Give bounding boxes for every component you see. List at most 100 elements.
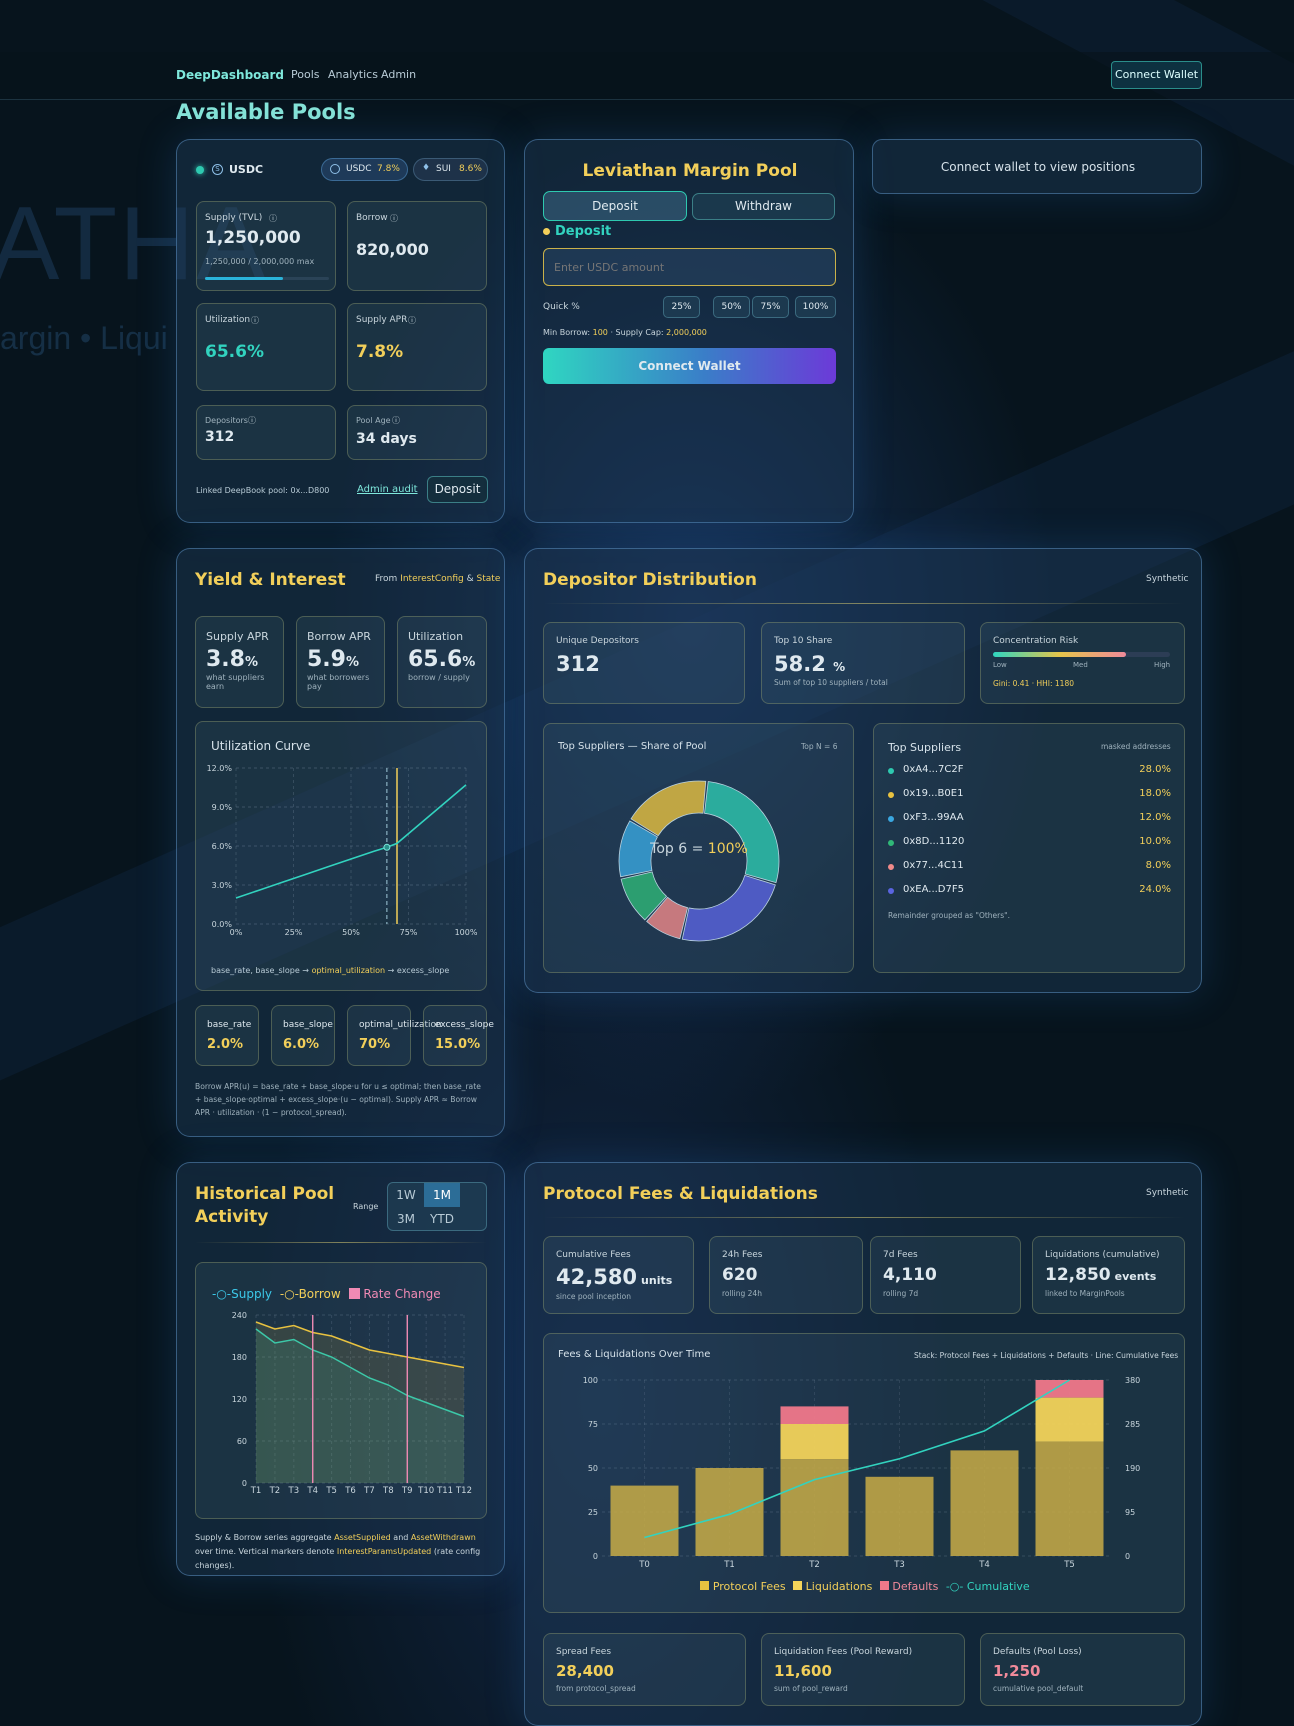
range-1w[interactable]: 1W <box>396 1188 416 1202</box>
param-label: optimal_utilization <box>359 1020 442 1030</box>
info-icon[interactable]: ⓘ <box>269 214 277 223</box>
top-bar <box>0 52 1294 100</box>
y2-tick-label: 285 <box>1125 1420 1140 1429</box>
nav-pools[interactable]: Pools <box>291 68 320 81</box>
y-tick-label: 25 <box>588 1508 598 1517</box>
info-icon[interactable]: ⓘ <box>248 416 256 425</box>
hero-text: ATHA <box>0 186 268 302</box>
donut-slice <box>630 780 707 837</box>
depositor-title: Depositor Distribution <box>543 570 757 590</box>
fees-card: Protocol Fees & Liquidations Synthetic C… <box>524 1162 1202 1726</box>
fee-summary-tile: Spread Fees 28,400 from protocol_spread <box>543 1633 746 1706</box>
brand-logo[interactable]: DeepDashboard <box>176 68 285 82</box>
supplier-row[interactable]: 0x19...B0E1 18.0% <box>888 788 1171 804</box>
positions-message: Connect wallet to view positions <box>940 160 1136 174</box>
param-value: 15.0% <box>435 1037 481 1052</box>
cumulative-fees-line <box>644 1379 1070 1539</box>
pool-asset: USDC <box>229 163 264 176</box>
series-area-supply <box>256 1329 464 1483</box>
y-tick-label: 3.0% <box>212 881 233 890</box>
utilization-curve-panel: Utilization Curve 0.0% 3.0% 6.0% 9.0% 12.0% 0… <box>195 721 487 991</box>
tile-label: Unique Depositors <box>556 636 639 646</box>
legend-defaults: Defaults <box>879 1580 938 1593</box>
x-tick-label: 100% <box>455 928 478 937</box>
donut-slice <box>620 871 668 921</box>
quick-25-button[interactable]: 25% <box>663 296 700 318</box>
y-tick-label: 12.0% <box>207 764 233 773</box>
supplier-address: 0xA4...7C2F <box>903 764 964 775</box>
supplier-row[interactable]: 0xF3...99AA 12.0% <box>888 812 1171 828</box>
donut-center-label: Top 6 = 100% <box>650 841 748 857</box>
x-tick-label: T1 <box>723 1560 735 1568</box>
yield-source: From InterestConfig & State <box>375 574 501 584</box>
stat-label: Borrow APR <box>307 630 371 643</box>
chip-usdc[interactable]: USDC 7.8% <box>321 158 408 181</box>
x-tick-label: 25% <box>285 928 303 937</box>
param-label: base_slope <box>283 1020 333 1030</box>
tile-sub: Sum of top 10 suppliers / total <box>774 678 888 687</box>
tab-deposit[interactable]: Deposit <box>543 191 687 221</box>
range-ytd[interactable]: YTD <box>430 1212 454 1226</box>
info-icon[interactable]: ⓘ <box>408 316 416 325</box>
connect-wallet-button[interactable]: Connect Wallet <box>543 348 836 384</box>
y2-tick-label: 0 <box>1125 1552 1130 1561</box>
page-title: Available Pools <box>176 100 356 124</box>
quick-100-button[interactable]: 100% <box>795 296 836 318</box>
supplier-row[interactable]: 0xA4...7C2F 28.0% <box>888 764 1171 780</box>
info-icon[interactable]: ⓘ <box>251 316 259 325</box>
yield-title: Yield & Interest <box>195 570 346 590</box>
curve-note: base_rate, base_slope → optimal_utilizat… <box>211 966 450 975</box>
kpi-value: 620 <box>722 1265 758 1285</box>
nav-analytics[interactable]: Analytics <box>328 68 378 81</box>
bar-protocol-fees <box>865 1476 934 1556</box>
stat-value: 5.9% <box>307 647 360 672</box>
chip-sui[interactable]: ♦ SUI 8.6% <box>413 158 488 181</box>
admin-audit-link[interactable]: Admin audit <box>357 484 418 495</box>
legend-dot <box>888 792 894 798</box>
synthetic-tag: Synthetic <box>1146 1188 1189 1198</box>
nav-admin[interactable]: Admin <box>381 68 417 81</box>
y-tick-label: 50 <box>588 1464 598 1473</box>
supply-tile: Supply (TVL) ⓘ 1,250,000 1,250,000 / 2,0… <box>196 201 336 291</box>
curve-title: Utilization Curve <box>211 739 311 753</box>
usdc-icon <box>330 164 340 174</box>
range-3m[interactable]: 3M <box>397 1212 415 1226</box>
deposit-button[interactable]: Deposit <box>427 476 488 503</box>
y-tick-label: 0 <box>242 1479 247 1488</box>
kpi-value: 42,580 units <box>556 1265 673 1289</box>
y-tick-label: 75 <box>588 1420 598 1429</box>
borrow-tile: Borrow ⓘ 820,000 <box>347 201 487 291</box>
legend-supply: -○-Supply <box>212 1287 273 1301</box>
kpi-unit: units <box>641 1274 673 1287</box>
hero-subtitle: argin • Liqui <box>0 320 168 356</box>
x-tick-label: T2 <box>269 1486 281 1493</box>
unique-depositors-tile: Unique Depositors 312 <box>543 622 745 704</box>
quick-75-button[interactable]: 75% <box>752 296 789 318</box>
legend-dot <box>888 768 894 774</box>
param-optimal-utilization: optimal_utilization 70% <box>347 1005 442 1066</box>
tile-value: 7.8% <box>356 342 404 362</box>
tab-withdraw[interactable]: Withdraw <box>692 193 835 220</box>
summary-value: 28,400 <box>556 1662 614 1680</box>
info-icon[interactable]: ⓘ <box>390 214 398 223</box>
summary-sub: from protocol_spread <box>556 1684 636 1693</box>
fee-summary-tile: Defaults (Pool Loss) 1,250 cumulative pool… <box>980 1633 1185 1706</box>
supplier-row[interactable]: 0x77...4C11 8.0% <box>888 860 1171 876</box>
connect-wallet-button[interactable]: Connect Wallet <box>1111 61 1202 89</box>
supplier-row[interactable]: 0xEA...D7F5 24.0% <box>888 884 1171 900</box>
range-selector: 1W 1M 3M YTD <box>387 1182 487 1231</box>
supplier-share: 24.0% <box>1139 884 1171 895</box>
kpi-sub: rolling 7d <box>883 1289 919 1298</box>
legend-dot <box>888 864 894 870</box>
info-icon[interactable]: ⓘ <box>392 416 400 425</box>
amount-input[interactable] <box>543 248 836 286</box>
x-tick-label: T3 <box>288 1486 300 1493</box>
supply-apr-stat: Supply APR 3.8% what suppliers earn <box>195 616 284 708</box>
kpi-label: Liquidations (cumulative) <box>1045 1250 1160 1260</box>
range-1m[interactable]: 1M <box>424 1183 460 1207</box>
supplier-row[interactable]: 0x8D...1120 10.0% <box>888 836 1171 852</box>
x-tick-label: T4 <box>978 1560 990 1568</box>
bar-defaults <box>780 1406 849 1424</box>
donut-slice <box>681 874 776 942</box>
quick-50-button[interactable]: 50% <box>713 296 750 318</box>
